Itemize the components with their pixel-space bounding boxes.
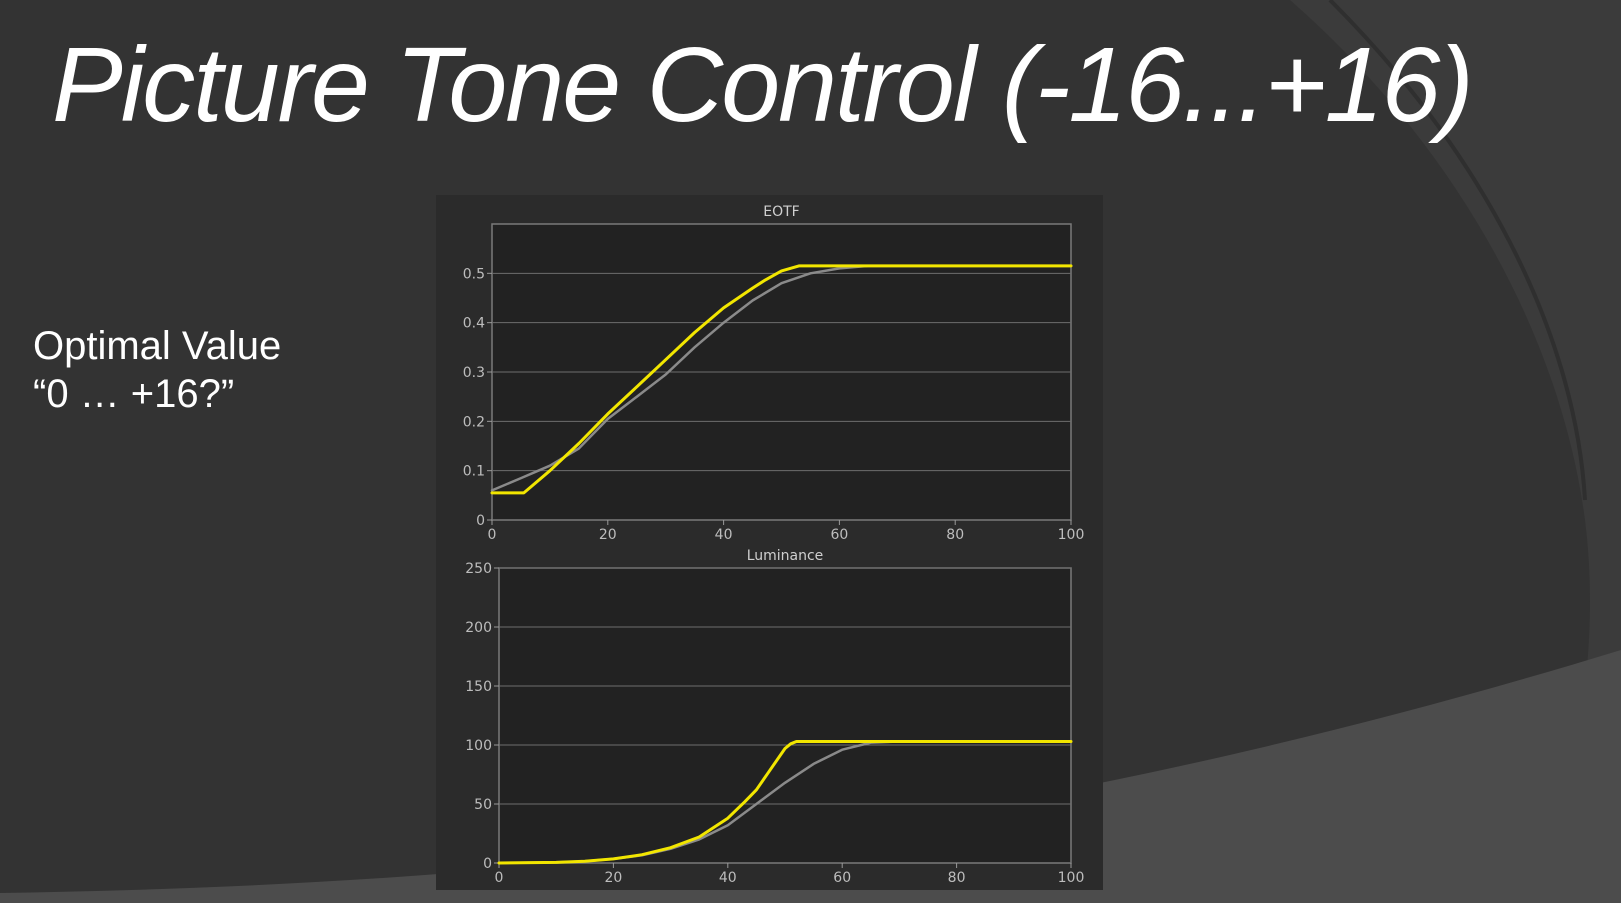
chart-1-x-tick-label: 20 — [599, 527, 617, 543]
charts-panel: 0 0.1 0.2 0.3 0.4 0.5 0 20 40 60 80 100 EOTF 0 50 100 15… — [436, 195, 1103, 890]
chart-2-y-tick-label: 250 — [465, 561, 492, 577]
chart-2-x-tick-label: 20 — [604, 870, 622, 886]
chart-2-group: 0 50 100 150 200 250 0 20 40 60 80 100 Luminance — [465, 548, 1084, 886]
chart-1-x-tick-label: 80 — [946, 527, 964, 543]
slide-title: Picture Tone Control (-16...+16) — [52, 26, 1474, 144]
chart-2-x-tick-label: 40 — [719, 870, 737, 886]
background-swoosh — [1290, 0, 1621, 903]
chart-2-x-tick-label: 0 — [495, 870, 504, 886]
chart-2-x-tick-label: 100 — [1058, 870, 1085, 886]
side-note-line-1: Optimal Value — [33, 324, 282, 368]
background-lower-band — [0, 650, 1621, 903]
chart-1-y-tick-label: 0.3 — [463, 365, 485, 381]
chart-1-x-tick-label: 40 — [715, 527, 733, 543]
chart-2-plot-area — [498, 567, 1072, 864]
chart-1-x-tick-label: 60 — [830, 527, 848, 543]
chart-1-y-tick-label: 0.4 — [463, 316, 485, 332]
chart-2-y-tick-label: 50 — [474, 797, 492, 813]
chart-1-y-tick-label: 0 — [476, 513, 485, 529]
chart-2-x-tick-label: 80 — [948, 870, 966, 886]
chart-1-measured-line — [490, 264, 1073, 495]
chart-1-x-tick-label: 100 — [1058, 527, 1085, 543]
chart-2-x-tick-label: 60 — [833, 870, 851, 886]
chart-2-title: Luminance — [747, 548, 824, 564]
side-note-line-2: “0 … +16?” — [33, 372, 235, 416]
chart-1-y-tick-label: 0.2 — [463, 414, 485, 430]
chart-1-title: EOTF — [763, 204, 799, 220]
chart-2-y-tick-label: 0 — [483, 856, 492, 872]
side-note: Optimal Value “0 … +16?” — [33, 322, 281, 418]
chart-1-x-tick-label: 0 — [488, 527, 497, 543]
chart-2-y-tick-label: 200 — [465, 620, 492, 636]
background-arc — [1328, 0, 1587, 501]
chart-2-y-tick-label: 100 — [465, 738, 492, 754]
charts-svg: 0 0.1 0.2 0.3 0.4 0.5 0 20 40 60 80 100 EOTF 0 50 100 15… — [463, 204, 1085, 886]
chart-2-measured-line — [497, 740, 1073, 865]
chart-1-y-tick-label: 0.1 — [463, 464, 485, 480]
chart-1-y-tick-label: 0.5 — [463, 266, 485, 282]
chart-1-group: 0 0.1 0.2 0.3 0.4 0.5 0 20 40 60 80 100 EOTF — [463, 204, 1085, 543]
chart-2-y-tick-label: 150 — [465, 679, 492, 695]
